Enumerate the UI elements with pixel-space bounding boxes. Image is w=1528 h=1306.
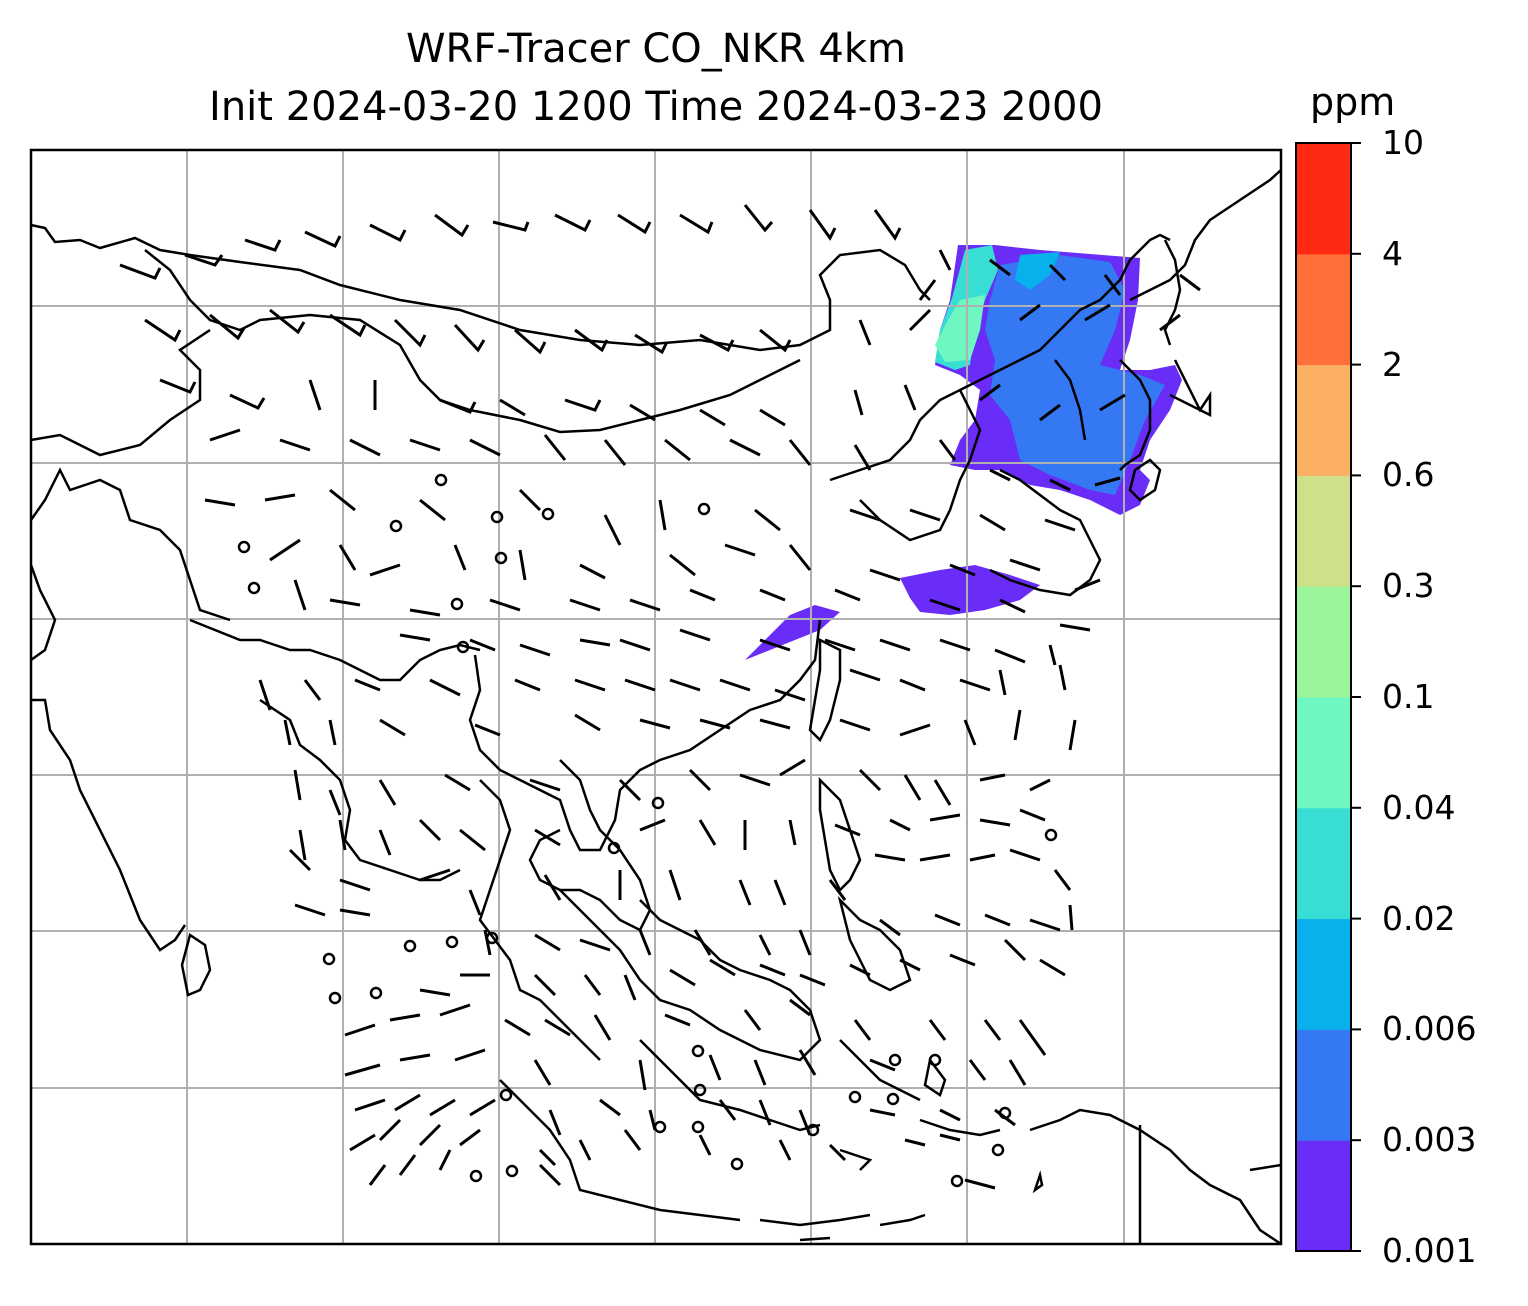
plume-edge2 — [935, 295, 985, 362]
colorbar-unit-label: ppm — [1310, 80, 1396, 124]
colorbar-segment — [1296, 586, 1351, 698]
colorbar-segment — [1296, 1140, 1351, 1252]
colorbar-tick-label: 0.1 — [1382, 677, 1435, 716]
colorbar-segment — [1296, 918, 1351, 1030]
wind-barbs — [119, 204, 1201, 1190]
colorbar — [1296, 142, 1361, 1252]
colorbar-segment — [1296, 807, 1351, 920]
gridlines — [31, 150, 1281, 1244]
colorbar-tick-label: 0.6 — [1382, 455, 1435, 495]
colorbar-segment — [1296, 364, 1351, 476]
map-panel — [29, 148, 1283, 1246]
colorbar-frame — [1295, 142, 1352, 1252]
plume-inner — [1015, 252, 1060, 290]
colorbar-tick-label: 0.04 — [1382, 787, 1456, 827]
colorbar-tick-label: 10 — [1382, 123, 1424, 162]
tracer-plume — [745, 245, 1182, 660]
colorbar-tick-label: 2 — [1382, 344, 1403, 384]
plume-mid — [985, 255, 1165, 495]
map-title-line2: Init 2024-03-20 1200 Time 2024-03-23 200… — [209, 84, 1103, 130]
colorbar-segment — [1296, 697, 1351, 809]
colorbar-tick-label: 0.3 — [1382, 566, 1435, 606]
map-title-line1: WRF-Tracer CO_NKR 4km — [405, 26, 907, 72]
colorbar-segment — [1296, 143, 1351, 255]
colorbar-tick-label: 4 — [1382, 233, 1403, 273]
map-frame — [29, 148, 1283, 1246]
colorbar-tick-label: 0.02 — [1382, 898, 1456, 938]
calm-markers — [237, 473, 1058, 1188]
colorbar-tick-label: 0.003 — [1382, 1120, 1477, 1160]
colorbar-segment — [1296, 1029, 1351, 1141]
colorbar-tick-label: 0.001 — [1382, 1231, 1477, 1270]
colorbar-tick-label: 0.006 — [1382, 1009, 1477, 1049]
colorbar-segment — [1296, 253, 1351, 366]
colorbar-segment — [1296, 475, 1351, 587]
